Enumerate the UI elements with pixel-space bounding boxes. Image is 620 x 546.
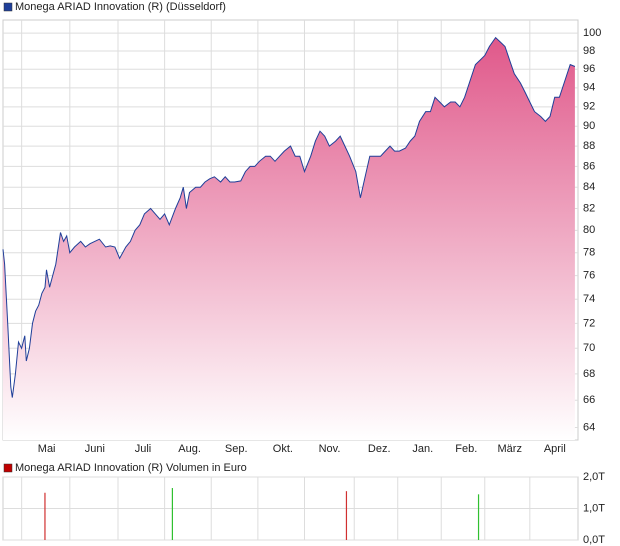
y-tick-label: 2,0T: [583, 471, 605, 483]
y-tick-label: 1,0T: [583, 502, 605, 514]
x-tick-label: Juni: [85, 443, 105, 455]
x-tick-label: Mai: [38, 443, 56, 455]
x-tick-label: Okt.: [273, 443, 293, 455]
y-tick-label: 96: [583, 63, 595, 75]
y-tick-label: 78: [583, 247, 595, 259]
y-tick-label: 98: [583, 45, 595, 57]
y-tick-label: 64: [583, 421, 595, 433]
legend-label: Monega ARIAD Innovation (R) (Düsseldorf): [15, 1, 226, 13]
price-line: [2, 36, 576, 398]
y-tick-label: 68: [583, 368, 595, 380]
y-tick-label: 76: [583, 270, 595, 282]
y-tick-label: 82: [583, 202, 595, 214]
y-tick-label: 70: [583, 342, 595, 354]
y-tick-label: 90: [583, 120, 595, 132]
x-tick-label: Nov.: [319, 443, 341, 455]
y-tick-label: 80: [583, 224, 595, 236]
legend-swatch: [3, 2, 13, 12]
x-tick-label: März: [498, 443, 522, 455]
y-tick-label: 74: [583, 293, 595, 305]
y-tick-label: 84: [583, 181, 595, 193]
y-tick-label: 72: [583, 317, 595, 329]
x-tick-label: Feb.: [455, 443, 477, 455]
y-tick-label: 88: [583, 140, 595, 152]
y-tick-label: 100: [583, 27, 601, 39]
x-tick-label: Jan.: [412, 443, 433, 455]
x-tick-label: Aug.: [178, 443, 201, 455]
legend-label: Monega ARIAD Innovation (R) Volumen in E…: [15, 462, 247, 474]
y-tick-label: 86: [583, 160, 595, 172]
x-tick-label: Sep.: [225, 443, 248, 455]
y-tick-label: 94: [583, 82, 595, 94]
x-tick-label: April: [544, 443, 566, 455]
x-tick-label: Juli: [135, 443, 152, 455]
y-tick-label: 0,0T: [583, 534, 605, 546]
y-tick-label: 92: [583, 101, 595, 113]
x-tick-label: Dez.: [368, 443, 391, 455]
legend-swatch: [3, 463, 13, 473]
area: [3, 37, 575, 440]
y-tick-label: 66: [583, 394, 595, 406]
